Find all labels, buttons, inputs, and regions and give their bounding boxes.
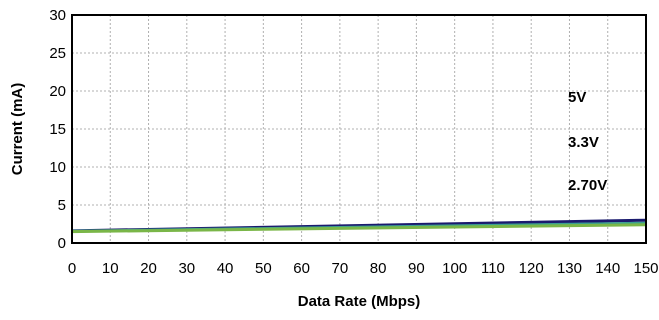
y-tick-label: 15 <box>49 121 66 138</box>
x-tick-label: 50 <box>255 260 272 277</box>
y-tick-label: 10 <box>49 159 66 176</box>
x-tick-label: 120 <box>519 260 544 277</box>
x-tick-label: 20 <box>140 260 157 277</box>
y-tick-label: 25 <box>49 45 66 62</box>
x-tick-label: 80 <box>370 260 387 277</box>
x-tick-label: 30 <box>178 260 195 277</box>
y-tick-label: 30 <box>49 7 66 24</box>
x-tick-label: 10 <box>102 260 119 277</box>
x-tick-label: 150 <box>633 260 658 277</box>
grid-layer <box>72 15 646 243</box>
y-tick-label: 5 <box>58 197 66 214</box>
x-tick-label: 100 <box>442 260 467 277</box>
y-tick-label: 0 <box>58 235 66 252</box>
x-tick-label: 110 <box>481 260 505 277</box>
x-tick-label: 70 <box>332 260 349 277</box>
x-tick-label: 140 <box>595 260 620 277</box>
x-axis-title: Data Rate (Mbps) <box>298 293 421 310</box>
x-tick-label: 130 <box>557 260 582 277</box>
series-label: 2.70V <box>568 177 607 194</box>
x-tick-label: 40 <box>217 260 234 277</box>
x-tick-labels: 0 10 20 30 40 50 60 70 80 90 100 110 120 130 140 150 <box>68 260 659 277</box>
series-label: 3.3V <box>568 134 599 151</box>
x-tick-label: 90 <box>408 260 425 277</box>
x-tick-label: 0 <box>68 260 76 277</box>
plot-area-border <box>71 14 647 244</box>
y-tick-labels: 0 5 10 15 20 25 30 <box>49 7 66 252</box>
series-labels: 5V 3.3V 2.70V <box>568 89 607 194</box>
series-line-2-70v <box>71 223 647 234</box>
y-axis-title: Current (mA) <box>9 83 26 176</box>
series-label: 5V <box>568 89 586 106</box>
series-layer <box>71 218 647 234</box>
y-tick-label: 20 <box>49 83 66 100</box>
x-tick-label: 60 <box>293 260 310 277</box>
